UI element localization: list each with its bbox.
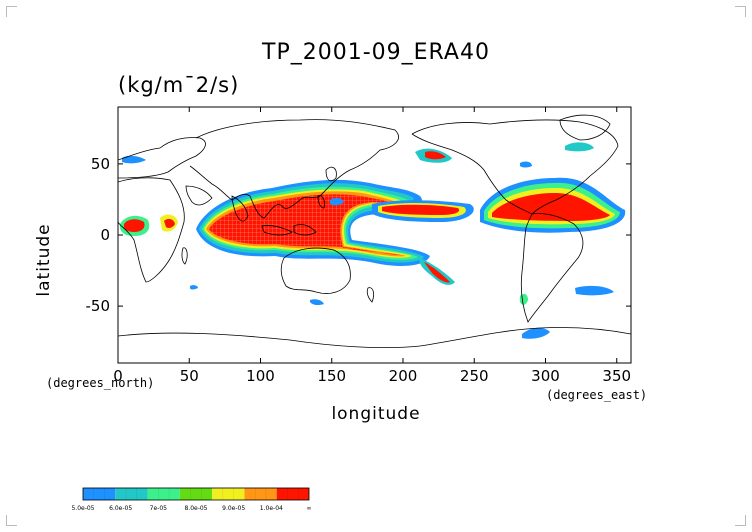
y-axis: -50 0 50 [86, 155, 631, 315]
precip-contours [119, 142, 626, 339]
x-tick-label: 250 [460, 367, 489, 385]
colorbar-label: 1.0e-04 [260, 505, 283, 512]
colorbar-frame [82, 487, 310, 501]
x-tick-label: 200 [389, 367, 418, 385]
colorbar-label: 7e-05 [150, 505, 167, 512]
colorbar-swatch [244, 488, 277, 500]
x-tick-label: 300 [531, 367, 560, 385]
colorbar-swatch [276, 488, 309, 500]
colorbar-label: ∞ [307, 505, 312, 512]
x-tick-label: 150 [317, 367, 346, 385]
x-unit-note: (degrees_east) [546, 388, 648, 402]
colorbar-label: 8.0e-05 [184, 505, 207, 512]
colorbar-swatch [83, 488, 116, 500]
colorbar-swatch [115, 488, 148, 500]
x-tick-label: 50 [180, 367, 199, 385]
corner-mark-bottom-right [735, 515, 746, 526]
colorbar-label: 6.0e-05 [109, 505, 132, 512]
y-tick-label: -50 [86, 297, 111, 315]
y-unit-note: (degrees_north) [46, 376, 155, 390]
units-label: (kg/m¯2/s) [118, 73, 240, 97]
y-tick-label: 0 [100, 226, 110, 244]
x-tick-label: 350 [602, 367, 631, 385]
coastlines [118, 114, 631, 348]
x-axis: 0 50 100 150 200 250 300 350 [113, 107, 631, 385]
x-tick-label: 100 [246, 367, 275, 385]
colorbar: 5.0e-05 6.0e-05 7e-05 8.0e-05 9.0e-05 1.0e-04… [71, 487, 312, 512]
corner-mark-top-left [6, 6, 17, 17]
x-axis-title: longitude [331, 404, 421, 424]
colorbar-swatch [179, 488, 213, 500]
corner-mark-bottom-left [6, 515, 17, 526]
corner-mark-top-right [735, 6, 746, 17]
y-tick-label: 50 [91, 155, 110, 173]
colorbar-label: 5.0e-05 [71, 505, 94, 512]
colorbar-label: 9.0e-05 [222, 505, 245, 512]
plot-frame [117, 106, 632, 364]
colorbar-swatch [147, 488, 180, 500]
x-tick-label: 0 [113, 367, 123, 385]
colorbar-swatch [212, 488, 245, 500]
chart-title: TP_2001-09_ERA40 [262, 40, 490, 65]
